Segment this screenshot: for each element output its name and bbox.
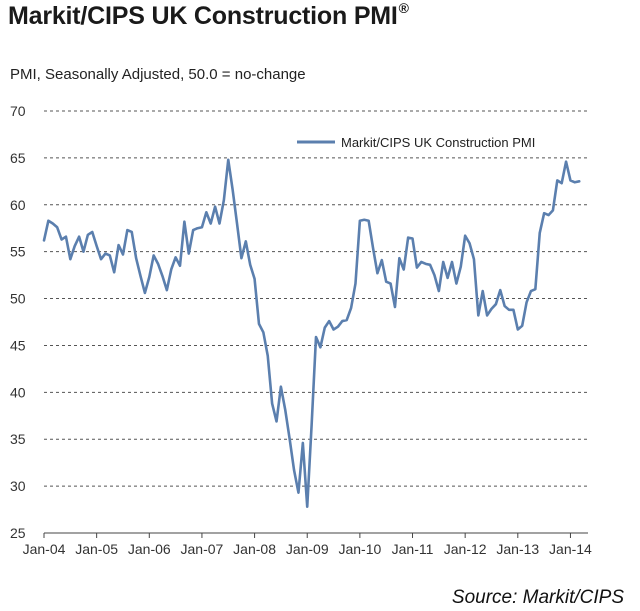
y-tick-label: 60: [10, 197, 26, 213]
chart-subtitle: PMI, Seasonally Adjusted, 50.0 = no-chan…: [10, 66, 306, 83]
y-tick-label: 55: [10, 244, 26, 260]
x-tick-label: Jan-06: [128, 541, 171, 557]
y-tick-label: 50: [10, 291, 26, 307]
chart-source: Source: Markit/CIPS: [451, 587, 624, 608]
x-tick-label: Jan-12: [444, 541, 487, 557]
axes: 25 30 35 40 45 50 55 60 65 70 Jan-04 Jan-05 Jan-06 Ja…: [10, 103, 592, 557]
registered-mark: ®: [398, 0, 409, 16]
series-line-construction-pmi: [42, 158, 581, 509]
x-tick-label: Jan-07: [181, 541, 224, 557]
x-tick-label: Jan-13: [496, 541, 539, 557]
y-tick-label: 30: [10, 478, 26, 494]
x-tick-label: Jan-09: [286, 541, 329, 557]
x-tick-label: Jan-14: [549, 541, 592, 557]
y-tick-label: 35: [10, 431, 26, 447]
y-tick-label: 40: [10, 384, 26, 400]
x-tick-label: Jan-04: [23, 541, 66, 557]
x-tick-label: Jan-11: [392, 541, 434, 557]
y-tick-label: 65: [10, 150, 26, 166]
x-tick-label: Jan-08: [233, 541, 276, 557]
chart-title-text: Markit/CIPS UK Construction PMI: [8, 2, 398, 30]
y-tick-label: 70: [10, 103, 26, 119]
chart-title: Markit/CIPS UK Construction PMI®: [8, 0, 409, 31]
gridlines: [44, 110, 588, 487]
y-tick-label: 45: [10, 337, 26, 353]
series-layer: [42, 158, 581, 509]
x-tick-label: Jan-10: [338, 541, 381, 557]
x-tick-label: Jan-05: [75, 541, 118, 557]
legend: Markit/CIPS UK Construction PMI: [297, 135, 535, 150]
y-tick-label: 25: [10, 525, 26, 541]
legend-label: Markit/CIPS UK Construction PMI: [341, 135, 535, 150]
